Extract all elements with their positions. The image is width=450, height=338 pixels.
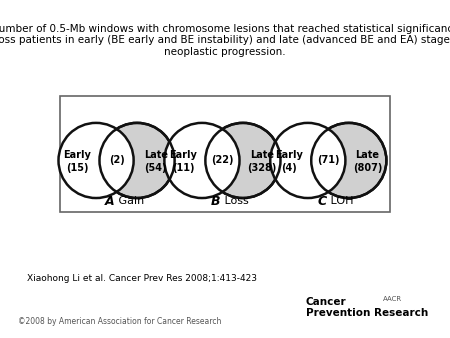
Text: (4): (4)	[281, 163, 297, 173]
Text: LOH: LOH	[327, 196, 353, 207]
Text: A: A	[105, 195, 115, 208]
Text: ©2008 by American Association for Cancer Research: ©2008 by American Association for Cancer…	[18, 317, 221, 325]
Text: (22): (22)	[211, 155, 234, 166]
Text: Late: Late	[250, 150, 274, 160]
Text: (807): (807)	[353, 163, 382, 173]
Text: Early: Early	[275, 150, 303, 160]
Text: Cancer
Prevention Research: Cancer Prevention Research	[306, 297, 428, 318]
Circle shape	[58, 123, 134, 198]
Text: Number of 0.5-Mb windows with chromosome lesions that reached statistical signif: Number of 0.5-Mb windows with chromosome…	[0, 24, 450, 57]
Text: (11): (11)	[172, 163, 194, 173]
Text: (54): (54)	[144, 163, 167, 173]
Text: C: C	[318, 195, 327, 208]
Text: (328): (328)	[247, 163, 276, 173]
Text: (15): (15)	[66, 163, 89, 173]
Circle shape	[99, 123, 175, 198]
Text: (2): (2)	[109, 155, 125, 166]
Text: Loss: Loss	[221, 196, 248, 207]
Circle shape	[311, 123, 387, 198]
Circle shape	[270, 123, 346, 198]
Text: AACR: AACR	[382, 296, 401, 302]
Text: (71): (71)	[317, 155, 340, 166]
Text: Xiaohong Li et al. Cancer Prev Res 2008;1:413-423: Xiaohong Li et al. Cancer Prev Res 2008;…	[27, 274, 257, 283]
Circle shape	[205, 123, 280, 198]
Text: Late: Late	[356, 150, 380, 160]
Text: B: B	[211, 195, 221, 208]
Circle shape	[164, 123, 239, 198]
Text: Late: Late	[144, 150, 168, 160]
Text: Gain: Gain	[115, 196, 144, 207]
Text: Early: Early	[169, 150, 197, 160]
Text: Early: Early	[63, 150, 91, 160]
